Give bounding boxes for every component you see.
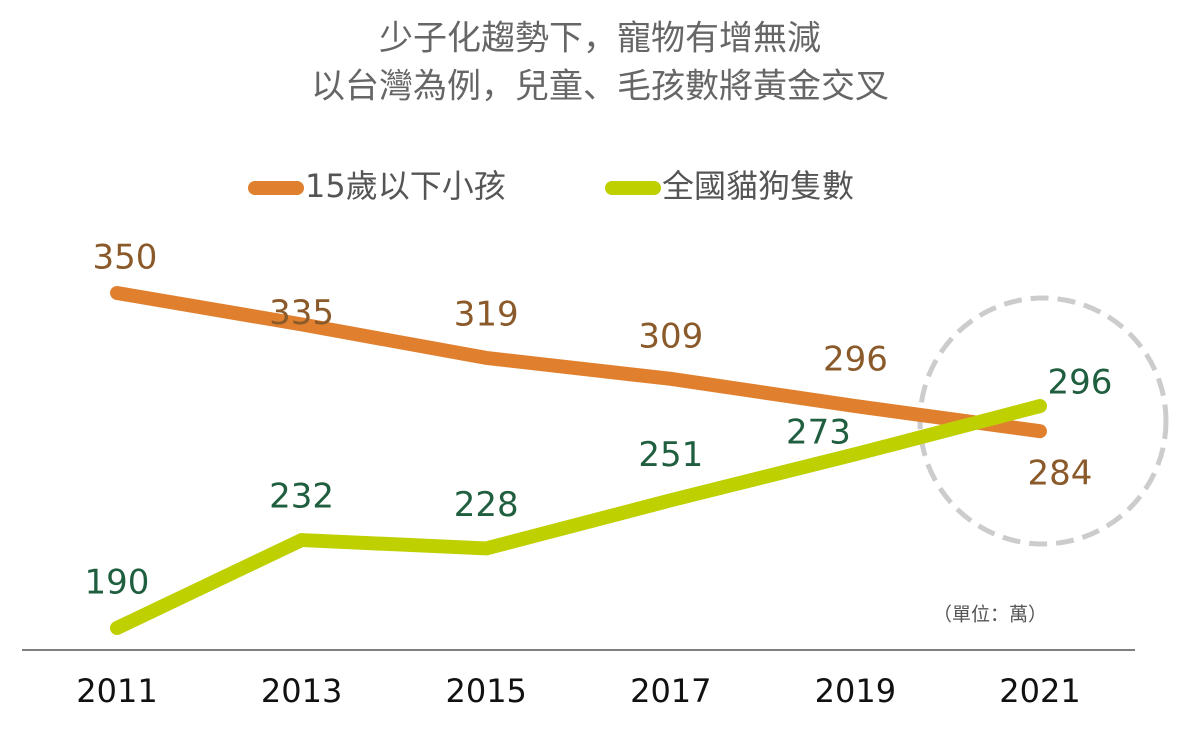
data-label: 296 xyxy=(1048,363,1113,403)
data-label: 190 xyxy=(85,563,150,603)
x-tick-label: 2019 xyxy=(815,672,896,710)
series-line xyxy=(110,286,1047,439)
data-label: 251 xyxy=(638,435,703,475)
data-label: 284 xyxy=(1028,454,1093,494)
data-label: 232 xyxy=(269,477,334,517)
chart-title: 少子化趨勢下，寵物有增無減 xyxy=(379,19,821,59)
x-tick-label: 2013 xyxy=(261,672,342,710)
legend-label: 全國貓狗隻數 xyxy=(662,167,854,205)
data-label: 228 xyxy=(454,485,519,525)
data-label: 350 xyxy=(93,238,158,278)
x-tick-label: 2011 xyxy=(76,672,157,710)
data-label: 319 xyxy=(454,294,519,334)
data-label: 335 xyxy=(269,293,334,333)
x-tick-label: 2017 xyxy=(630,672,711,710)
data-label: 273 xyxy=(786,413,851,453)
data-label: 296 xyxy=(823,340,888,380)
chart-subtitle: 以台灣為例，兒童、毛孩數將黃金交叉 xyxy=(311,67,889,107)
x-tick-label: 2021 xyxy=(999,672,1080,710)
series-line xyxy=(110,399,1047,635)
x-tick-label: 2015 xyxy=(445,672,526,710)
legend-label: 15歲以下小孩 xyxy=(305,167,506,205)
data-label: 309 xyxy=(638,316,703,356)
unit-note: （單位：萬） xyxy=(933,604,1047,626)
